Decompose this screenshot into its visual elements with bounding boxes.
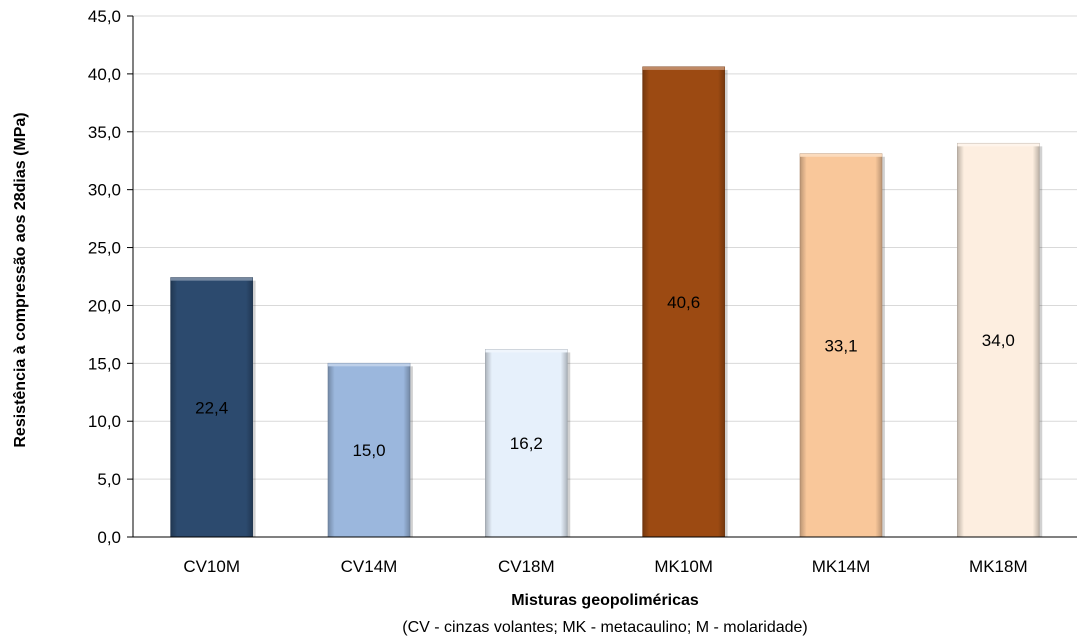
x-axis-title: Misturas geopoliméricas	[511, 592, 699, 609]
bar-highlight	[642, 66, 725, 70]
y-tick-label: 0,0	[97, 528, 121, 547]
gridlines	[133, 15, 1077, 480]
data-label-mk14m: 33,1	[824, 336, 857, 355]
bar-highlight	[328, 363, 410, 367]
bar-cv14m	[327, 362, 411, 538]
x-tick-label-mk14m: MK14M	[812, 557, 871, 576]
x-tick-label-cv10m: CV10M	[183, 557, 240, 576]
y-tick-labels: 0,0 5,0 10,0 15,0 20,0 25,0 30,0 35,0 40,0 45,0	[88, 7, 133, 547]
bar-highlight	[170, 277, 253, 281]
x-axis-subtitle: (CV - cinzas volantes; MK - metacaulino;…	[402, 619, 807, 636]
y-tick-label: 40,0	[88, 65, 121, 84]
y-tick-label: 35,0	[88, 123, 121, 142]
bar-cv10m	[170, 277, 253, 538]
bars	[170, 66, 1043, 538]
y-tick-label: 20,0	[88, 296, 121, 315]
y-tick-label: 5,0	[97, 470, 121, 489]
data-label-mk10m: 40,6	[667, 293, 700, 312]
data-labels: 22,4 15,0 16,2 40,6 33,1 34,0	[195, 293, 1015, 460]
y-tick-label: 15,0	[88, 354, 121, 373]
data-label-cv18m: 16,2	[510, 434, 543, 453]
y-tick-label: 10,0	[88, 412, 121, 431]
bar-mk14m	[799, 153, 883, 538]
bar-highlight	[485, 349, 568, 353]
y-axis-title: Resistência à compressão aos 28dias (MPa…	[12, 112, 29, 447]
bar-mk18m	[957, 142, 1040, 538]
bar-highlight	[957, 143, 1040, 147]
y-tick-label: 30,0	[88, 181, 121, 200]
y-tick-label: 25,0	[88, 239, 121, 258]
x-tick-label-cv18m: CV18M	[498, 557, 555, 576]
axes	[132, 16, 1077, 538]
bar-highlight	[800, 153, 882, 157]
x-tick-label-cv14m: CV14M	[341, 557, 398, 576]
x-tick-labels: CV10M CV14M CV18M MK10M MK14M MK18M	[183, 557, 1027, 576]
y-tick-label: 45,0	[88, 7, 121, 26]
x-tick-label-mk10m: MK10M	[654, 557, 713, 576]
x-tick-label-mk18m: MK18M	[969, 557, 1028, 576]
data-label-cv10m: 22,4	[195, 398, 228, 417]
data-label-cv14m: 15,0	[352, 441, 385, 460]
data-label-mk18m: 34,0	[982, 331, 1015, 350]
